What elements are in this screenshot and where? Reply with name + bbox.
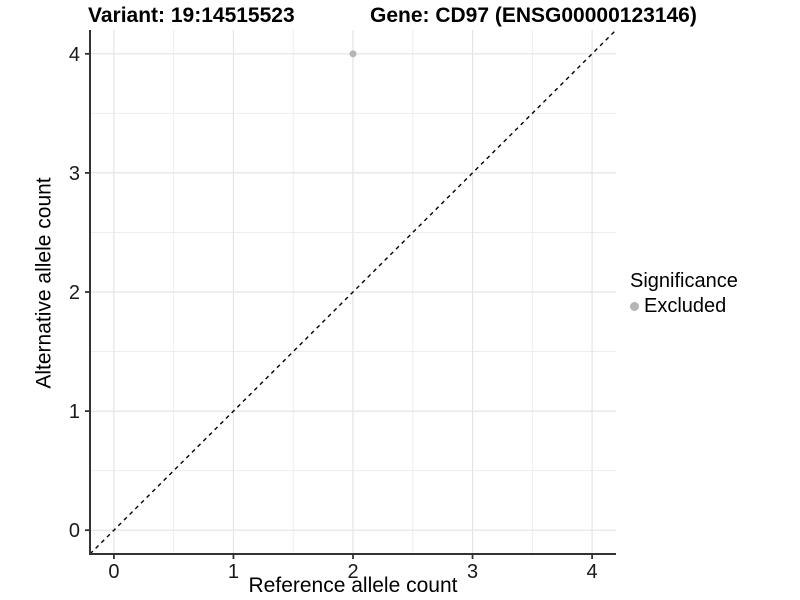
x-tick-label: 1	[228, 561, 239, 583]
reference-diagonal-line	[89, 29, 617, 555]
x-tick-label: 2	[347, 561, 358, 583]
legend-item-excluded: Excluded	[630, 295, 738, 317]
legend-title: Significance	[630, 270, 738, 292]
gene-title: Gene: CD97 (ENSG00000123146)	[370, 4, 697, 27]
y-tick-label: 4	[69, 44, 80, 66]
y-tick-label: 2	[69, 282, 80, 304]
x-tick-label: 4	[587, 561, 598, 583]
legend-point-swatch	[630, 301, 639, 311]
x-tick-label: 3	[467, 561, 478, 583]
y-tick-label: 1	[69, 401, 80, 423]
data-point	[349, 50, 357, 58]
variant-title: Variant: 19:14515523	[88, 4, 295, 27]
y-tick-label: 3	[69, 163, 80, 185]
legend-item-label: Excluded	[644, 295, 727, 317]
y-axis-title: Alternative allele count	[32, 177, 56, 389]
legend: Significance Excluded	[630, 270, 738, 317]
x-tick-label: 0	[108, 561, 119, 583]
x-axis-title: Reference allele count	[248, 574, 458, 597]
y-tick-label: 0	[69, 520, 80, 542]
